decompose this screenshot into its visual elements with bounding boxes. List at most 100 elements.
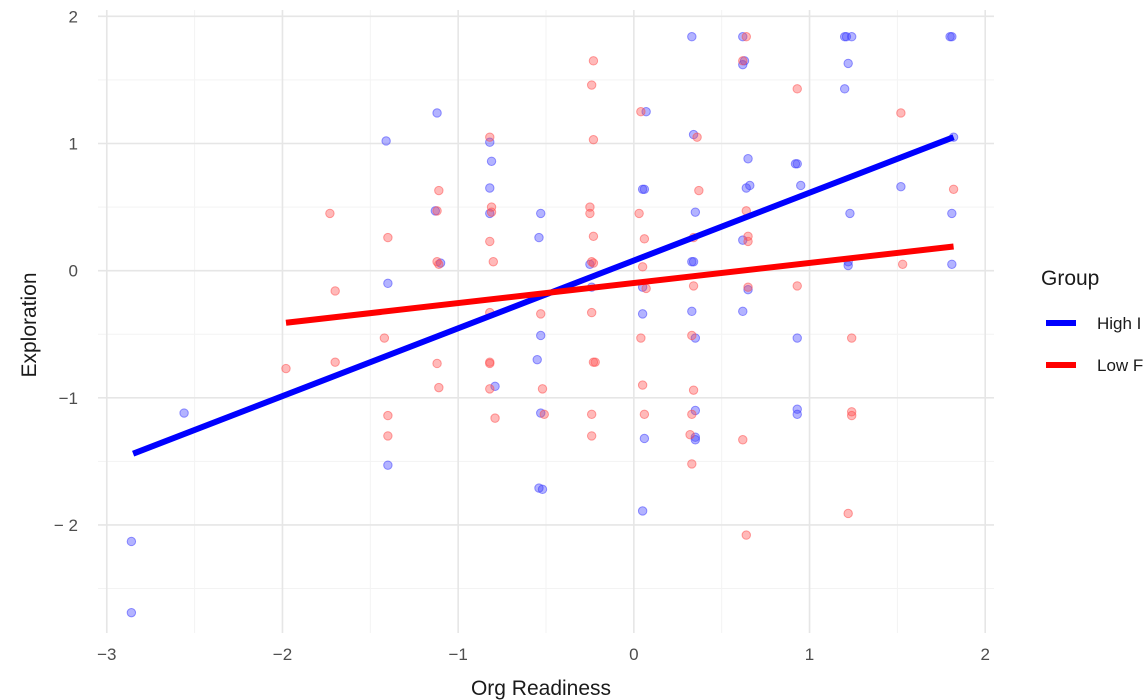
data-point [636,107,646,117]
data-point [126,536,137,547]
data-point [432,358,442,369]
data-point [792,409,802,420]
data-point [792,84,802,94]
major-gridlines [98,10,994,633]
data-point [641,107,651,117]
data-point [383,410,393,421]
data-point [738,56,748,66]
data-point [537,384,548,394]
x-tick-label: −3 [97,645,116,664]
x-tick-label: −2 [273,645,292,664]
data-point [947,259,957,269]
data-point [588,56,599,66]
data-point [688,385,699,395]
y-tick-label: 1 [69,135,78,154]
data-point [490,381,500,392]
data-point [381,136,391,146]
data-point [330,286,340,296]
data-point [634,208,644,219]
data-point [485,358,495,369]
data-point [792,333,802,343]
legend-title: Group [1041,267,1099,290]
data-point [383,431,393,441]
x-tick-label: −1 [448,645,467,664]
x-axis-tick-labels: −3 −2 −1 0 1 2 [97,645,990,664]
data-point [485,236,495,247]
data-point [534,232,544,243]
x-tick-label: 2 [980,645,989,664]
data-point [896,108,906,118]
data-point [948,184,959,194]
data-point [687,306,697,317]
data-point [588,231,599,242]
y-axis-tick-labels: − 2 −1 0 1 2 [54,7,78,535]
data-point [897,259,908,269]
data-point [486,207,497,217]
data-point [532,354,542,365]
x-tick-label: 0 [629,645,638,664]
data-point [281,363,291,374]
data-point [792,404,802,414]
data-point [126,607,137,618]
data-point [637,262,648,272]
data-point [641,283,651,294]
data-point [687,32,697,42]
data-point [432,108,442,118]
data-point [637,380,648,390]
data-point [738,306,748,317]
legend-label: Low F [1097,356,1143,375]
data-point [692,132,702,142]
data-point [687,409,697,420]
data-point [741,530,751,540]
data-point [637,506,648,516]
data-point [639,433,650,444]
data-point [486,202,497,212]
data-point [534,483,544,493]
y-tick-label: −1 [59,389,78,408]
data-point [947,32,957,42]
regression-line [285,243,954,326]
data-point [434,259,444,269]
data-point [738,32,748,42]
data-point [179,408,189,418]
data-point [434,185,444,196]
data-point [536,309,546,319]
data-point [690,207,701,217]
data-point [485,183,495,193]
data-point [486,156,497,167]
data-point [485,384,495,394]
minor-gridlines [98,10,994,633]
data-point [383,278,393,289]
data-point [637,309,648,319]
data-point [586,431,597,441]
data-point [639,409,650,420]
data-point [846,410,857,421]
data-point [330,357,340,367]
data-point [585,208,595,219]
data-point [383,460,393,470]
y-tick-label: − 2 [54,516,78,535]
data-point [687,459,697,469]
data-point [741,32,751,42]
data-point [588,258,599,268]
data-point [325,208,335,219]
y-tick-label: 0 [69,262,78,281]
data-point [792,159,802,169]
data-point [588,134,599,145]
data-point [379,333,390,343]
data-point [639,184,650,194]
y-tick-label: 2 [69,7,78,26]
data-point [743,282,753,292]
data-point [485,132,495,142]
data-point [383,232,393,243]
data-points [126,32,959,618]
data-point [688,281,699,291]
regression-lines [132,134,955,457]
data-point [639,234,650,244]
data-point [796,180,806,191]
x-tick-label: 1 [805,645,814,664]
data-point [536,208,546,219]
legend: Group High I Low F [1041,267,1143,375]
x-axis-title: Org Readiness [471,677,611,700]
